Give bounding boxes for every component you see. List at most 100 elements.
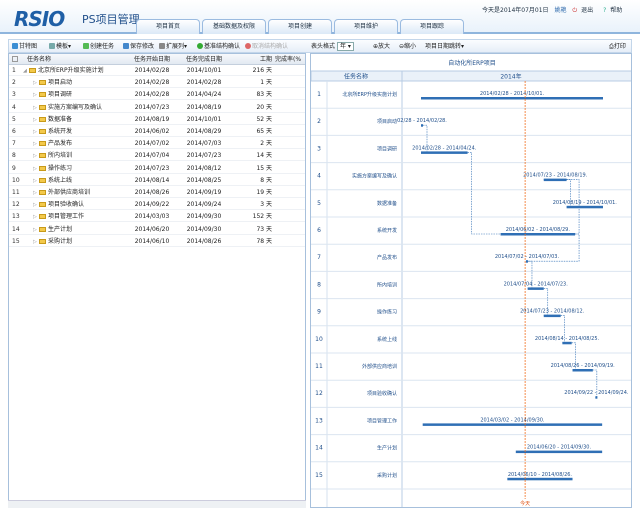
duration-cell[interactable]: 20 天: [256, 103, 272, 111]
save-modify-button[interactable]: 保存修改: [123, 42, 154, 52]
table-row[interactable]: 7 ▷ 产品发布 2014/07/02 2014/07/03 2 天: [9, 138, 305, 150]
task-name-cell[interactable]: ▷ 生产计划: [23, 224, 125, 235]
task-name-cell[interactable]: ▷ 实施方案编写及确认: [23, 102, 125, 113]
expand-arrow-icon[interactable]: ▷: [33, 238, 37, 245]
expand-arrow-icon[interactable]: ▷: [33, 202, 37, 209]
expand-arrow-icon[interactable]: ▷: [33, 190, 37, 196]
table-row[interactable]: 9 ▷ 操作练习 2014/07/23 2014/08/12 15 天: [9, 163, 305, 174]
start-date-cell[interactable]: 2014/02/28: [134, 91, 170, 99]
start-date-cell[interactable]: 2014/08/14: [134, 176, 170, 184]
task-name-cell[interactable]: ▷ 项目调研: [23, 89, 125, 100]
start-date-cell[interactable]: 2014/07/23: [134, 103, 170, 111]
duration-cell[interactable]: 15 天: [256, 164, 272, 172]
logout-link[interactable]: ⏻ 退出: [572, 7, 594, 14]
duration-cell[interactable]: 216 天: [252, 67, 272, 74]
expand-arrow-icon[interactable]: ▷: [33, 104, 37, 111]
start-date-cell[interactable]: 2014/02/28: [134, 67, 170, 74]
table-row[interactable]: 12 ▷ 项目验收确认 2014/09/22 2014/09/24 3 天: [9, 199, 305, 211]
percent-cell[interactable]: [275, 77, 305, 88]
end-date-cell[interactable]: 2014/08/25: [186, 176, 222, 184]
percent-cell[interactable]: [275, 89, 305, 100]
expand-arrow-icon[interactable]: ◢: [23, 68, 27, 74]
expand-columns-button[interactable]: 扩展列▾: [159, 42, 187, 52]
table-row[interactable]: 5 ▷ 数据准备 2014/08/19 2014/10/01 52 天: [9, 114, 305, 125]
nav-tab-2[interactable]: 基础数据及权限: [202, 19, 266, 34]
expand-arrow-icon[interactable]: ▷: [33, 80, 37, 87]
start-date-cell[interactable]: 2014/06/02: [134, 128, 170, 135]
expand-arrow-icon[interactable]: ▷: [33, 116, 37, 123]
date-jump-button[interactable]: 项目日期跳转▾: [425, 43, 465, 50]
percent-cell[interactable]: [275, 65, 305, 76]
percent-cell[interactable]: [275, 224, 305, 235]
task-name-cell[interactable]: ▷ 项目验收确认: [23, 199, 125, 210]
end-date-cell[interactable]: 2014/02/28: [186, 79, 222, 87]
duration-cell[interactable]: 2 天: [260, 140, 272, 148]
cancel-approve-button[interactable]: 取消结构确认: [245, 42, 288, 52]
end-date-cell[interactable]: 2014/04/24: [186, 91, 222, 99]
table-row[interactable]: 11 ▷ 外部供应商培训 2014/08/26 2014/09/19 19 天: [9, 187, 305, 198]
expand-arrow-icon[interactable]: ▷: [33, 226, 37, 233]
nav-tab-1[interactable]: 项目首页: [136, 19, 200, 34]
table-row[interactable]: 1 ◢ 北京所ERP升级实施计划 2014/02/28 2014/10/01 216 天: [9, 65, 305, 76]
task-name-cell[interactable]: ▷ 系统上线: [23, 175, 125, 186]
table-row[interactable]: 2 ▷ 项目启动 2014/02/28 2014/02/28 1 天: [9, 77, 305, 89]
duration-cell[interactable]: 1 天: [260, 79, 272, 87]
help-link[interactable]: ? 帮助: [603, 7, 623, 14]
task-name-cell[interactable]: ▷ 产品发布: [23, 138, 125, 149]
duration-cell[interactable]: 78 天: [256, 237, 272, 245]
percent-cell[interactable]: [275, 114, 305, 125]
expand-arrow-icon[interactable]: ▷: [33, 165, 37, 172]
template-button[interactable]: 模板▾: [49, 42, 71, 52]
percent-cell[interactable]: [275, 138, 305, 149]
start-date-cell[interactable]: 2014/06/10: [134, 237, 170, 245]
percent-cell[interactable]: [275, 187, 305, 198]
table-row[interactable]: 6 ▷ 系统开发 2014/06/02 2014/08/29 65 天: [9, 126, 305, 137]
task-name-cell[interactable]: ▷ 采购计划: [23, 236, 125, 247]
percent-cell[interactable]: [275, 211, 305, 222]
percent-cell[interactable]: [275, 236, 305, 247]
table-row[interactable]: 4 ▷ 实施方案编写及确认 2014/07/23 2014/08/19 20 天: [9, 102, 305, 113]
table-row[interactable]: 15 ▷ 采购计划 2014/06/10 2014/08/26 78 天: [9, 236, 305, 247]
task-name-cell[interactable]: ▷ 项目启动: [23, 77, 125, 88]
end-date-cell[interactable]: 2014/08/26: [186, 237, 222, 245]
end-date-cell[interactable]: 2014/07/23: [186, 152, 222, 160]
end-date-cell[interactable]: 2014/09/24: [186, 201, 222, 209]
end-date-cell[interactable]: 2014/08/19: [186, 103, 222, 111]
expand-arrow-icon[interactable]: ▷: [33, 129, 37, 135]
end-date-cell[interactable]: 2014/10/01: [186, 115, 222, 123]
percent-cell[interactable]: [275, 175, 305, 186]
end-date-cell[interactable]: 2014/09/30: [186, 225, 222, 233]
task-name-cell[interactable]: ▷ 操作练习: [23, 163, 125, 174]
nav-tab-5[interactable]: 项目跟踪: [400, 19, 464, 34]
start-date-cell[interactable]: 2014/07/02: [134, 140, 170, 148]
task-name-cell[interactable]: ▷ 外部供应商培训: [23, 187, 125, 198]
percent-cell[interactable]: [275, 199, 305, 210]
table-row[interactable]: 13 ▷ 项目管理工作 2014/03/03 2014/09/30 152 天: [9, 211, 305, 223]
end-date-cell[interactable]: 2014/10/01: [186, 67, 222, 74]
zoom-in-button[interactable]: ⊕放大: [373, 43, 391, 50]
duration-cell[interactable]: 19 天: [256, 189, 272, 196]
start-date-cell[interactable]: 2014/03/03: [134, 213, 170, 221]
end-date-cell[interactable]: 2014/09/30: [186, 213, 222, 221]
percent-cell[interactable]: [275, 102, 305, 113]
duration-cell[interactable]: 3 天: [260, 201, 272, 209]
start-date-cell[interactable]: 2014/07/04: [134, 152, 170, 160]
percent-cell[interactable]: [275, 150, 305, 161]
percent-cell[interactable]: [275, 163, 305, 174]
format-select[interactable]: 年 ▾: [336, 42, 354, 51]
end-date-cell[interactable]: 2014/08/12: [186, 164, 222, 172]
duration-cell[interactable]: 83 天: [256, 91, 272, 99]
task-name-cell[interactable]: ◢ 北京所ERP升级实施计划: [23, 65, 125, 76]
duration-cell[interactable]: 73 天: [256, 225, 272, 233]
expand-arrow-icon[interactable]: ▷: [33, 92, 37, 99]
start-date-cell[interactable]: 2014/07/23: [134, 164, 170, 172]
nav-tab-4[interactable]: 项目维护: [334, 19, 398, 34]
expand-arrow-icon[interactable]: ▷: [33, 153, 37, 160]
duration-cell[interactable]: 14 天: [256, 152, 272, 160]
nav-tab-3[interactable]: 项目创建: [268, 19, 332, 34]
expand-arrow-icon[interactable]: ▷: [33, 214, 37, 221]
duration-cell[interactable]: 8 天: [260, 176, 272, 184]
task-name-cell[interactable]: ▷ 项目管理工作: [23, 211, 125, 222]
print-button[interactable]: ⎙打印: [609, 43, 626, 50]
table-row[interactable]: 14 ▷ 生产计划 2014/06/20 2014/09/30 73 天: [9, 224, 305, 235]
